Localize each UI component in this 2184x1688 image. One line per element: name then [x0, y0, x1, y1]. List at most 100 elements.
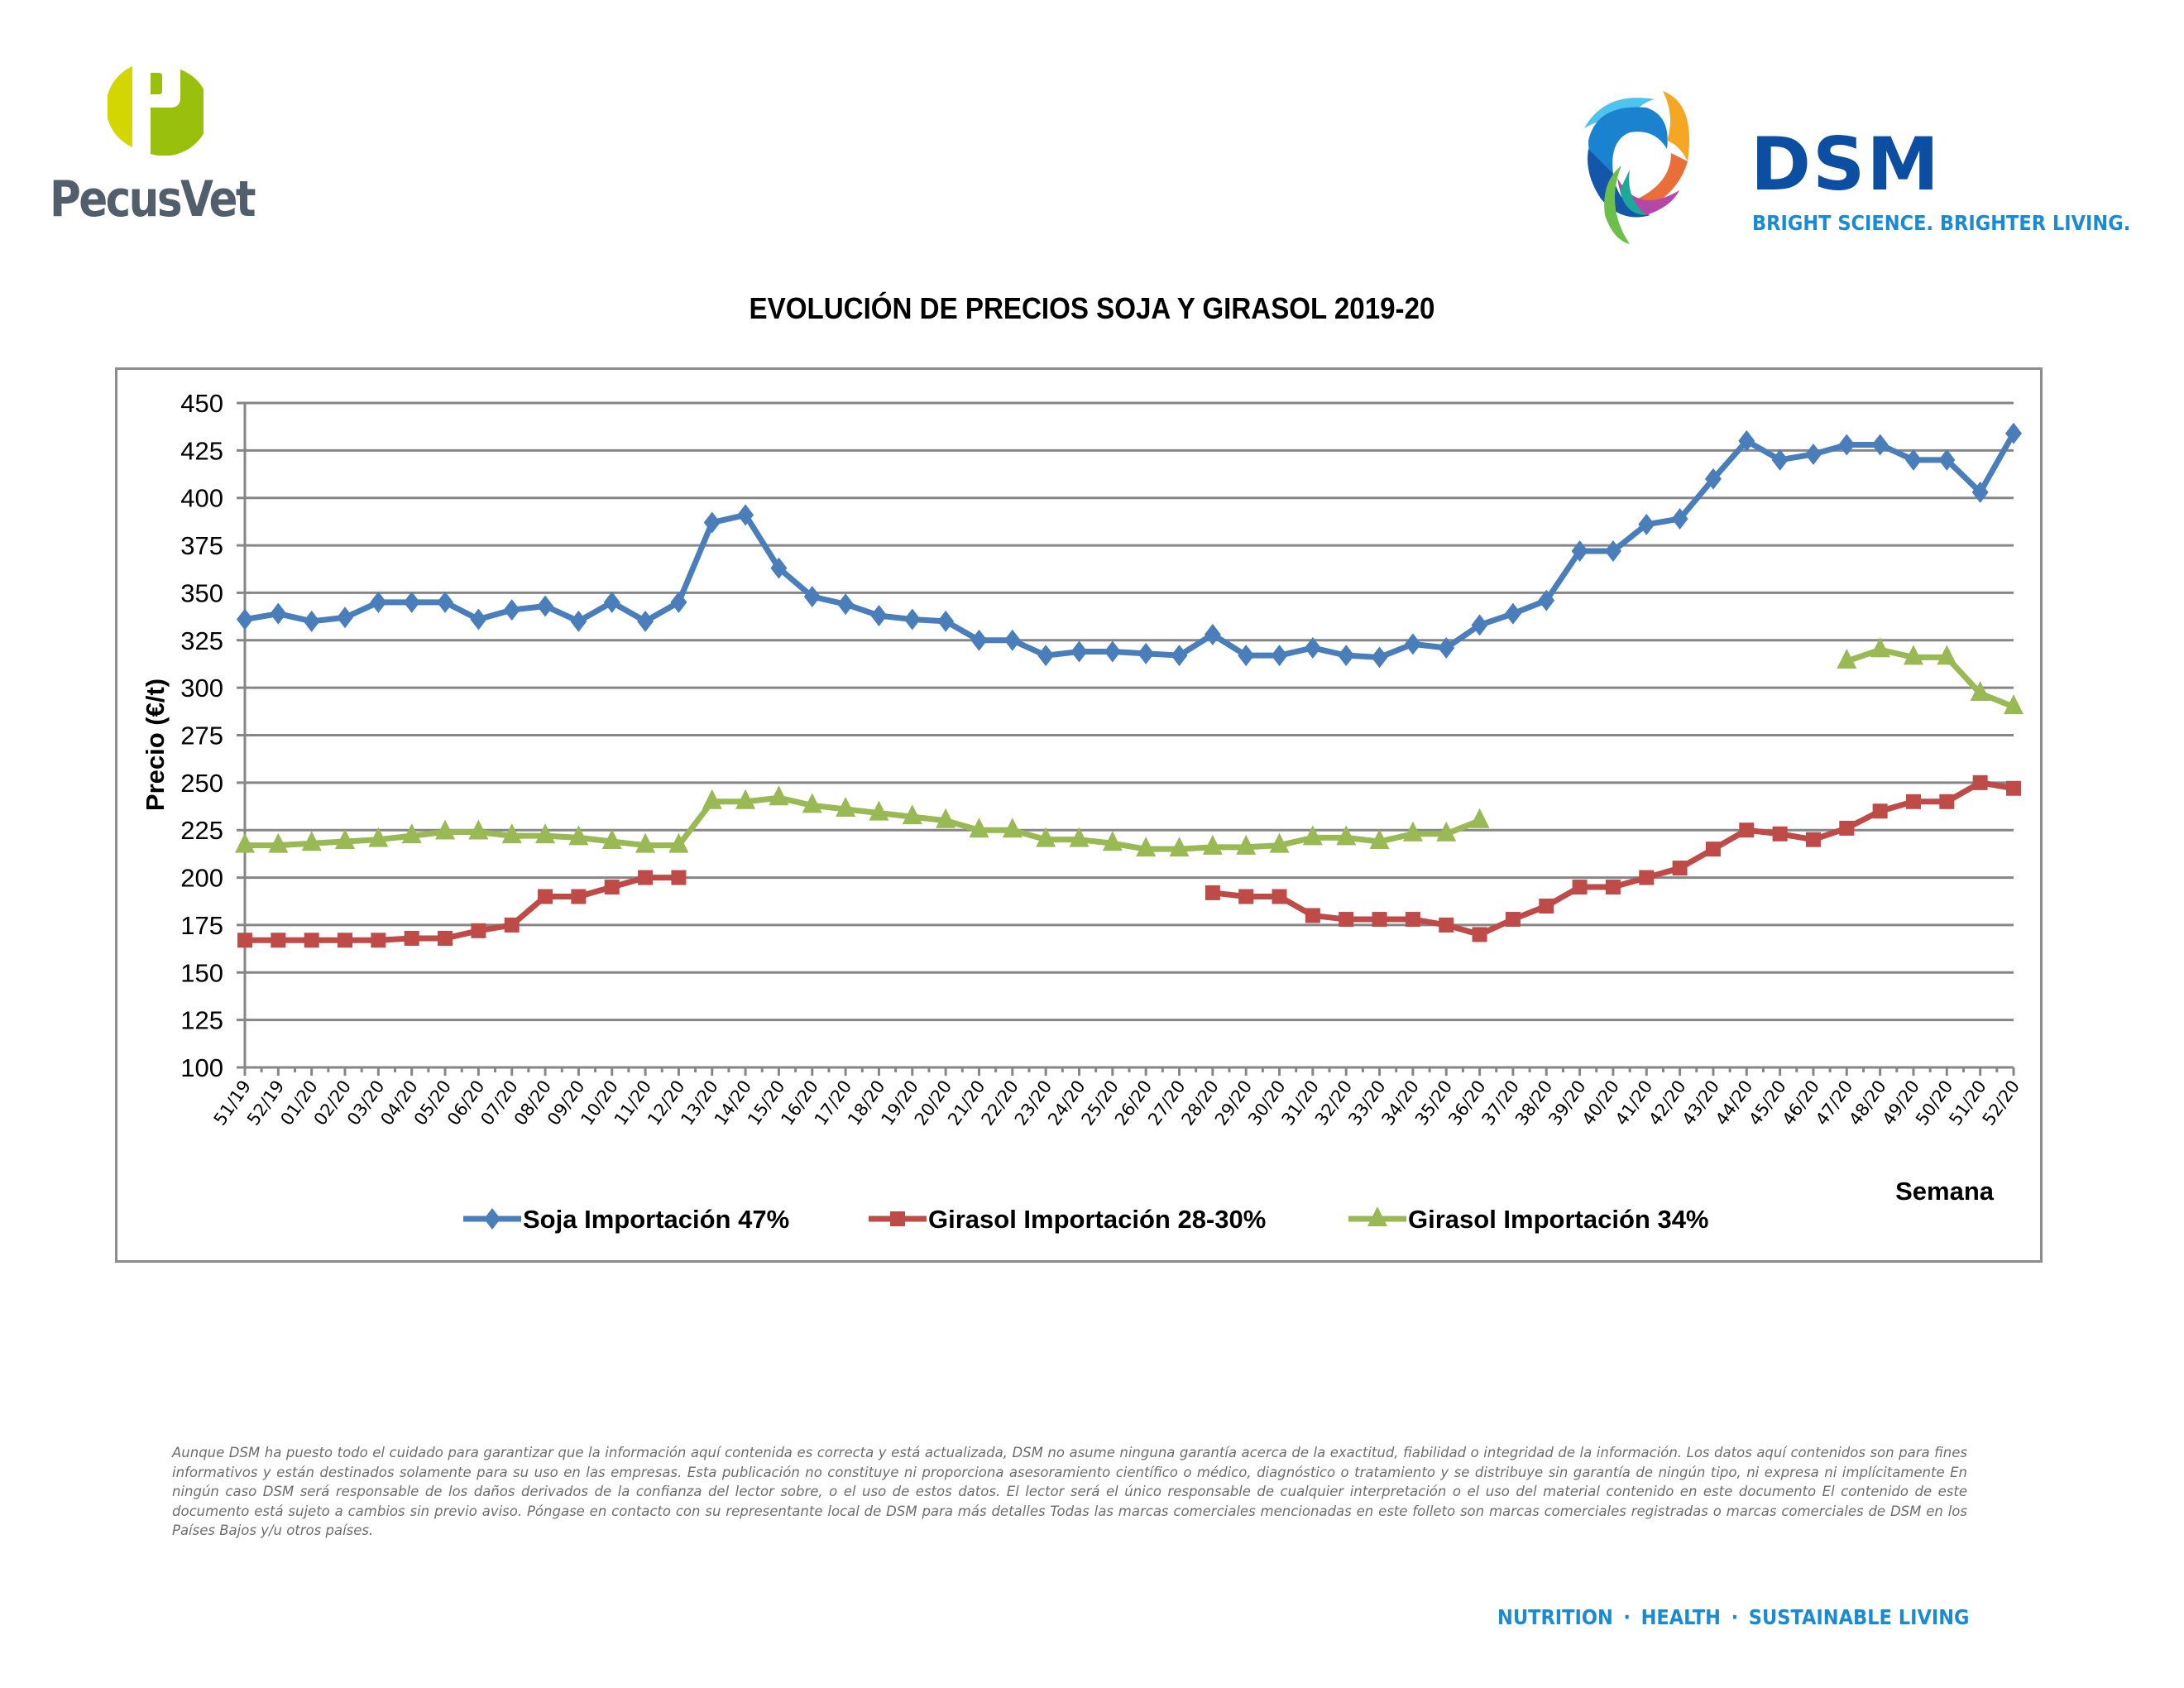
data-point [338, 933, 353, 948]
data-point [1238, 645, 1255, 667]
dsm-logo: DSM BRIGHT SCIENCE. BRIGHTER LIVING. [1572, 83, 2134, 257]
y-tick-label: 450 [180, 389, 223, 418]
footer-item-sustainable-living: SUSTAINABLE LIVING [1748, 1605, 1970, 1629]
data-point [1472, 927, 1487, 942]
data-point [1469, 808, 1490, 828]
data-point [1937, 645, 1957, 665]
data-point [1269, 832, 1290, 853]
pecusvet-p-logo-icon [108, 66, 204, 156]
data-point [1205, 885, 1220, 900]
data-point [503, 599, 520, 621]
data-point [1604, 539, 1621, 562]
data-point [1904, 448, 1922, 471]
data-point [837, 593, 855, 616]
data-point [504, 917, 520, 933]
data-point [237, 933, 252, 948]
data-point [1104, 640, 1121, 663]
data-point [1905, 794, 1921, 809]
y-tick-label: 425 [180, 436, 223, 465]
data-point [1069, 827, 1090, 847]
data-point [1305, 908, 1320, 923]
data-point [371, 933, 386, 948]
data-point [1405, 912, 1420, 928]
data-point [1471, 614, 1488, 636]
y-tick-label: 175 [180, 911, 223, 940]
y-tick-label: 125 [180, 1006, 223, 1035]
x-tick-label: 52/20 [1979, 1077, 2024, 1129]
data-point [1571, 539, 1588, 562]
data-point [370, 591, 387, 613]
data-point [1439, 917, 1454, 933]
data-point [1938, 448, 1956, 471]
data-point [1738, 429, 1755, 452]
chart-frame [115, 367, 2043, 1263]
data-point [1870, 637, 1890, 658]
data-point [1238, 889, 1254, 904]
x-axis-label: Semana [1895, 1177, 1995, 1206]
data-point [671, 870, 687, 885]
data-point [1538, 589, 1555, 611]
data-point [471, 923, 486, 938]
data-point [437, 591, 454, 613]
data-point [401, 823, 422, 844]
legend-label: Soja Importación 47% [523, 1205, 789, 1234]
data-point [869, 800, 889, 821]
data-point [438, 930, 453, 946]
y-tick-label: 375 [180, 531, 223, 560]
data-point [535, 823, 556, 844]
data-point [1171, 645, 1188, 667]
chart-title: EVOLUCIÓN DE PRECIOS SOJA Y GIRASOL 2019… [749, 291, 1435, 325]
data-point [1572, 880, 1588, 895]
data-point [435, 819, 456, 840]
data-point [368, 827, 389, 847]
data-point [1970, 681, 1990, 702]
data-point [1605, 880, 1621, 895]
data-point [770, 557, 788, 579]
data-point [1539, 898, 1554, 914]
data-point [304, 933, 319, 948]
data-point [337, 607, 354, 629]
data-point [601, 828, 622, 849]
data-point [1339, 912, 1354, 928]
series-2 [237, 774, 2021, 948]
y-tick-label: 400 [180, 484, 223, 513]
data-point [268, 832, 289, 853]
y-tick-label: 100 [180, 1053, 223, 1082]
data-point [1837, 649, 1857, 669]
series [235, 422, 2024, 948]
footer-separator: · [1731, 1605, 1739, 1629]
data-point [1705, 842, 1721, 857]
data-point [635, 832, 656, 853]
data-point [936, 808, 956, 828]
data-point [1136, 837, 1157, 857]
dsm-wordmark: DSM [1751, 122, 1941, 207]
data-point [637, 610, 654, 632]
data-point [1872, 803, 1888, 819]
data-point [870, 604, 888, 626]
data-point [1037, 645, 1055, 667]
data-point [237, 608, 253, 631]
series-line [1212, 779, 2014, 938]
data-point [1871, 434, 1889, 456]
pecusvet-wordmark: PecusVet [50, 170, 256, 228]
pecusvet-logo: PecusVet [50, 65, 265, 238]
data-point [1838, 434, 1856, 456]
y-tick-label: 250 [180, 769, 223, 798]
data-point [1704, 468, 1722, 490]
y-tick-label: 350 [180, 578, 223, 607]
data-point [468, 819, 489, 840]
data-point [301, 831, 322, 851]
data-point [1302, 825, 1323, 846]
data-point [1504, 602, 1521, 625]
legend-item-1: Soja Importación 47% [463, 1205, 789, 1234]
legend-label: Girasol Importación 34% [1408, 1205, 1709, 1234]
data-point [769, 785, 789, 806]
y-tick-label: 200 [180, 864, 223, 893]
data-point [1002, 818, 1023, 838]
data-point [1671, 507, 1688, 530]
legend-marker [484, 1208, 500, 1230]
data-point [1839, 820, 1855, 836]
data-point [1436, 821, 1457, 842]
data-point [1338, 645, 1355, 667]
data-point [702, 789, 722, 809]
